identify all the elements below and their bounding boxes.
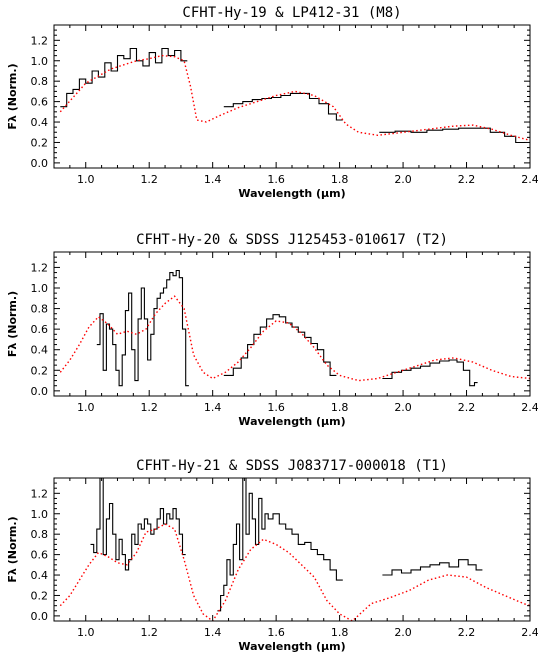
y-tick-label: 0.6 [31,323,49,336]
y-tick-label: 0.4 [31,569,49,582]
x-tick-label: 1.4 [204,173,222,186]
y-tick-label: 0.8 [31,303,49,316]
y-tick-label: 1.0 [31,282,49,295]
observed-spectrum-segment [382,359,478,387]
x-tick-label: 2.0 [394,401,412,414]
spectrum-panel-2: CFHT-Hy-20 & SDSS J125453-010617 (T2) 1.0… [6,232,538,428]
y-tick-label: 0.2 [31,364,49,377]
y-tick-label: 0.2 [31,589,49,602]
x-axis-label: Wavelength (μm) [238,187,345,200]
observed-spectrum-segment [382,559,483,576]
x-tick-label: 1.0 [77,173,95,186]
y-tick-label: 0.0 [31,385,49,398]
panel-title: CFHT-Hy-21 & SDSS J083717-000018 (T1) [136,458,448,474]
observed-spectrum-segment [96,269,189,387]
x-tick-label: 1.4 [204,626,222,639]
y-tick-label: 0.8 [31,75,49,88]
panel-title: CFHT-Hy-20 & SDSS J125453-010617 (T2) [136,232,448,248]
x-tick-label: 2.4 [521,401,538,414]
y-tick-label: 0.2 [31,136,49,149]
y-axis-label: Fλ (Norm.) [6,291,19,357]
observed-spectrum-segment [223,92,343,121]
observed-spectrum-segment [217,478,343,612]
x-tick-label: 1.2 [140,626,158,639]
y-tick-label: 0.6 [31,549,49,562]
x-tick-label: 1.4 [204,401,222,414]
x-tick-label: 1.8 [331,401,349,414]
x-tick-label: 1.8 [331,626,349,639]
template-spectrum-line [59,54,530,142]
template-spectrum-line [59,523,530,621]
x-tick-label: 1.2 [140,173,158,186]
x-tick-label: 2.0 [394,173,412,186]
y-tick-label: 1.2 [31,487,49,500]
y-tick-label: 1.0 [31,508,49,521]
x-tick-label: 2.0 [394,626,412,639]
x-tick-label: 2.4 [521,173,538,186]
y-tick-label: 0.8 [31,528,49,541]
observed-spectrum-segment [223,314,337,376]
x-tick-label: 1.2 [140,401,158,414]
y-tick-label: 0.0 [31,157,49,170]
y-tick-label: 0.4 [31,116,49,129]
x-tick-label: 2.2 [458,626,476,639]
x-axis-label: Wavelength (μm) [238,640,345,653]
x-tick-label: 1.6 [267,626,285,639]
y-tick-label: 0.4 [31,344,49,357]
y-tick-label: 0.0 [31,610,49,623]
x-tick-label: 1.8 [331,173,349,186]
x-tick-label: 1.0 [77,626,95,639]
template-spectrum-line [59,295,530,382]
y-tick-label: 1.2 [31,34,49,47]
panel-title: CFHT-Hy-19 & LP412-31 (M8) [182,5,401,21]
y-axis-label: Fλ (Norm.) [6,63,19,129]
spectrum-panel-1: CFHT-Hy-19 & LP412-31 (M8) 1.0 1.2 1.4 1.6 1.… [6,5,538,200]
observed-spectrum-segment [379,127,526,144]
plot-frame [53,24,531,169]
y-axis-label: Fλ (Norm.) [6,516,19,582]
x-tick-label: 1.6 [267,173,285,186]
x-tick-label: 1.0 [77,401,95,414]
plot-frame [53,477,531,622]
y-tick-label: 1.2 [31,261,49,274]
y-tick-label: 0.6 [31,96,49,109]
x-tick-label: 2.2 [458,173,476,186]
x-axis-label: Wavelength (μm) [238,415,345,428]
y-tick-label: 1.0 [31,55,49,68]
observed-spectrum-segment [60,47,188,108]
x-tick-label: 2.2 [458,401,476,414]
x-tick-label: 2.4 [521,626,538,639]
x-tick-label: 1.6 [267,401,285,414]
spectrum-panel-3: CFHT-Hy-21 & SDSS J083717-000018 (T1) 1.0… [6,458,538,653]
observed-spectrum-segment [90,478,186,571]
